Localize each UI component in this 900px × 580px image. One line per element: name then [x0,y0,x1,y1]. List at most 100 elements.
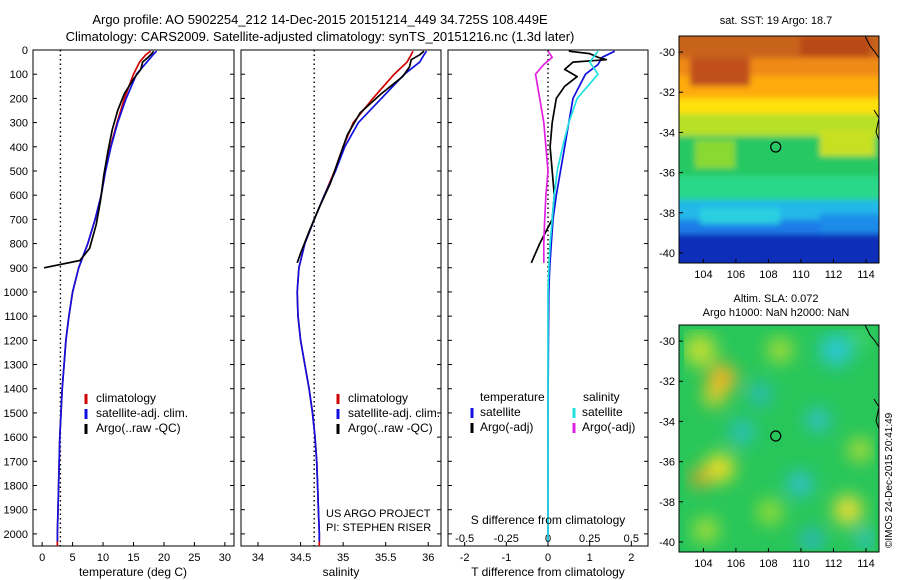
temperature-xtick-label: 30 [219,552,231,564]
difference-legend-title-temperature: temperature [480,390,545,404]
depth-tick-label: 500 [10,166,28,178]
difference-legend-label: Argo(-adj) [582,420,635,434]
sst-heatmap [679,36,879,263]
depth-tick-label: 1300 [4,360,28,372]
sla_map-float-marker [770,430,782,442]
depth-tick-label: 900 [10,263,28,275]
temperature-chart: 0 5 10 15 20 25 300100200300400500600700800900… [4,45,234,564]
sla_map-ytick-label: -38 [659,497,675,509]
temperature-xtick-label: 10 [97,552,109,564]
sst_map-xtick-label: 112 [825,269,843,281]
difference-xtick-label: -1 [501,552,511,564]
sst_map-ytick-label: -34 [659,127,675,139]
sla_map-xtick-label: 110 [792,558,810,570]
sla_map-ytick-label: -32 [659,376,675,388]
sst-coastline [864,35,880,141]
salinity-legend-label: climatology [348,391,408,405]
sst_map-ytick-label: -36 [659,168,675,180]
imos-timestamp: ©IMOS 24-Dec-2015 20:41:49 [884,412,895,548]
temperature-legend-label: climatology [96,391,156,405]
sst_map-float-marker [770,141,782,153]
temperature-xlabel: temperature (deg C) [79,565,187,579]
pi-credit: PI: STEPHEN RISER [326,522,431,534]
sla_map-ytick-label: -36 [659,457,675,469]
figure-title-line1: Argo profile: AO 5902254_212 14-Dec-2015… [92,12,548,27]
sst-map-frame [678,35,880,264]
depth-tick-label: 700 [10,214,28,226]
temperature-legend-label: Argo(..raw -QC) [96,421,181,435]
depth-tick-label: 800 [10,239,28,251]
figure-title-line2: Climatology: CARS2009. Satellite-adjuste… [66,29,575,44]
sla_map-ytick-label: -40 [659,537,675,549]
difference-series-salinity-argo-adj- [534,50,554,263]
salinity-xtick-label: 34.5 [290,552,311,564]
depth-tick-label: 0 [22,45,28,57]
sla_map-xtick-label: 108 [759,558,777,570]
difference-xtick-label: -2 [460,552,470,564]
salinity-xlabel: salinity [323,565,360,579]
salinity-xtick-label: 34 [252,552,264,564]
salinity-chart: 34 34.5 35 35.5 36 climatologysatellite-adj. … [241,49,441,564]
sla_map-xtick-label: 106 [727,558,745,570]
salinity-legend-label: Argo(..raw -QC) [348,421,433,435]
temperature-series-argo-raw-qc- [43,50,155,269]
sla_map-xtick-label: 104 [694,558,712,570]
salinity-xtick-label: 35.5 [375,552,396,564]
temperature-series-satellite-adj-clim- [56,50,158,542]
salinity-xtick-label: 36 [422,552,434,564]
difference-stick-label: -0.25 [494,533,519,545]
sst_map-ytick-label: -30 [659,47,675,59]
difference-series-temperature-satellite [547,50,616,542]
temperature-legend-label: satellite-adj. clim. [96,406,188,420]
sst_map-xtick-label: 114 [857,269,875,281]
salinity-series-argo-raw-qc- [296,50,425,264]
sst-map-title: sat. SST: 19 Argo: 18.7 [720,15,833,27]
temperature-xtick-label: 20 [158,552,170,564]
project-credit: US ARGO PROJECT [326,508,431,520]
difference-legend-label: satellite [480,405,521,419]
sla-map-title: Altim. SLA: 0.072 [734,293,819,305]
salinity-series-satellite-adj-clim- [296,50,428,542]
depth-tick-label: 1800 [4,481,28,493]
sst_map-ytick-label: -38 [659,208,675,220]
sst-map-axes: 104 106 108 110 112 114 -30 -32 -34 -36 -38 -40 [659,47,875,281]
sla-heatmap [679,325,879,552]
depth-tick-label: 1600 [4,432,28,444]
temperature-xtick-label: 25 [188,552,200,564]
depth-tick-label: 300 [10,118,28,130]
sla-coastline [864,324,880,430]
difference-stick-label: -0.5 [455,533,474,545]
difference-xtick-label: 0 [545,552,551,564]
temperature-panel-frame [32,49,235,547]
depth-tick-label: 1900 [4,505,28,517]
difference-xtick-label: 1 [587,552,593,564]
temperature-xtick-label: 0 [39,552,45,564]
depth-tick-label: 1200 [4,335,28,347]
difference-series-salinity-satellite [547,50,599,542]
difference-top-label: S difference from climatology [471,513,626,527]
sst_map-xtick-label: 108 [759,269,777,281]
sla_map-xtick-label: 114 [857,558,875,570]
sla_map-ytick-label: -30 [659,336,675,348]
sst_map-ytick-label: -40 [659,248,675,260]
depth-tick-label: 100 [10,69,28,81]
difference-legend-label: Argo(-adj) [480,420,533,434]
temperature-xtick-label: 5 [70,552,76,564]
depth-tick-label: 600 [10,190,28,202]
salinity-panel-frame [240,49,442,547]
difference-stick-label: 0.25 [579,533,600,545]
depth-tick-label: 1700 [4,456,28,468]
difference-legend-title-salinity: salinity [583,390,620,404]
sst_map-xtick-label: 104 [694,269,712,281]
sla_map-xtick-label: 112 [825,558,843,570]
difference-xlabel: T difference from climatology [471,565,625,579]
sst_map-ytick-label: -32 [659,87,675,99]
sst_map-xtick-label: 110 [792,269,810,281]
depth-tick-label: 1000 [4,287,28,299]
temperature-xtick-label: 15 [127,552,139,564]
difference-stick-label: 0.5 [624,533,639,545]
sla-map-subtitle: Argo h1000: NaN h2000: NaN [703,307,850,319]
sla-map-axes: 104 106 108 110 112 114 -30 -32 -34 -36 -38 -40 [659,336,875,570]
